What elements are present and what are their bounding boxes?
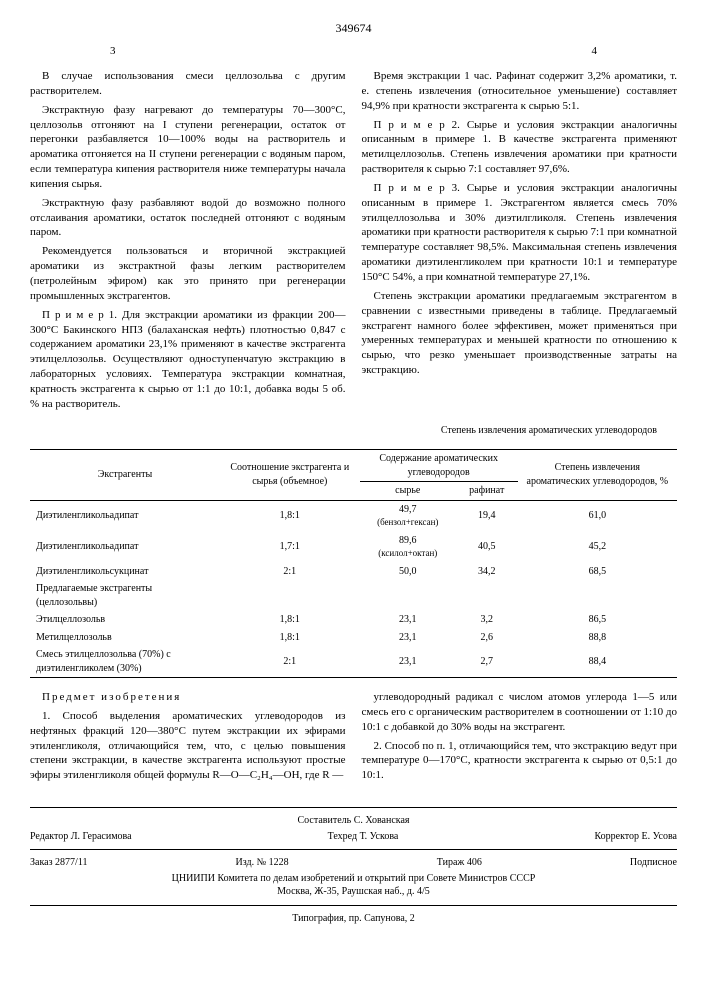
- claims-right: углеводородный радикал с числом атомов у…: [362, 690, 678, 787]
- page-right: 4: [592, 44, 598, 59]
- left-column: В случае использования смеси целлозольва…: [30, 69, 346, 416]
- th-degree: Степень извлечения ароматических углевод…: [518, 450, 677, 501]
- podpisnoe: Подписное: [630, 856, 677, 870]
- para: Время экстракции 1 час. Рафинат содержит…: [362, 69, 678, 114]
- th-content-group: Содержание ароматических углеводородов: [360, 450, 518, 482]
- claims-left: Предмет изобретения 1. Способ выделения …: [30, 690, 346, 787]
- org: ЦНИИПИ Комитета по делам изобретений и о…: [30, 872, 677, 886]
- th-ratio: Соотношение экстрагента и сырья (объемно…: [220, 450, 360, 501]
- table-row: Диэтиленгликольсукцинат2:150,034,268,5: [30, 563, 677, 581]
- th-raw: сырье: [360, 482, 456, 501]
- table-row: Смесь этилцеллозольва (70%) с диэтиленгл…: [30, 646, 677, 678]
- patent-number: 349674: [30, 20, 677, 36]
- addr: Москва, Ж-35, Раушская наб., д. 4/5: [30, 885, 677, 899]
- extraction-table: Экстрагенты Соотношение экстрагента и сы…: [30, 449, 677, 678]
- table-row: Метилцеллозольв1,8:123,12,688,8: [30, 629, 677, 647]
- editor: Редактор Л. Герасимова: [30, 830, 132, 844]
- footer: Составитель С. Хованская Редактор Л. Гер…: [30, 807, 677, 925]
- table-row: Диэтиленгликольадипат1,7:189,6(ксилол+ок…: [30, 532, 677, 563]
- para: Степень экстракции ароматики предлагаемы…: [362, 289, 678, 378]
- techred: Техред Т. Ускова: [328, 830, 399, 844]
- claims-columns: Предмет изобретения 1. Способ выделения …: [30, 690, 677, 787]
- para: Экстрактную фазу разбавляют водой до воз…: [30, 196, 346, 241]
- claim-1-right: углеводородный радикал с числом атомов у…: [362, 690, 678, 735]
- table-title: Степень извлечения ароматических углевод…: [30, 424, 657, 438]
- para: Рекомендуется пользоваться и вторичной э…: [30, 244, 346, 303]
- para: В случае использования смеси целлозольва…: [30, 69, 346, 99]
- page-numbers: 3 4: [110, 44, 597, 59]
- izd: Изд. № 1228: [236, 856, 289, 870]
- table-row: Диэтиленгликольадипат1,8:149,7(бензол+ге…: [30, 500, 677, 532]
- para: Экстрактную фазу нагревают до температур…: [30, 103, 346, 192]
- th-raf: рафинат: [456, 482, 518, 501]
- table-row: Этилцеллозольв1,8:123,13,286,5: [30, 611, 677, 629]
- corrector: Корректор Е. Усова: [594, 830, 677, 844]
- typo: Типография, пр. Сапунова, 2: [30, 912, 677, 926]
- para: П р и м е р 2. Сырье и условия экстракци…: [362, 118, 678, 177]
- claims-header: Предмет изобретения: [30, 690, 346, 705]
- para: П р и м е р 3. Сырье и условия экстракци…: [362, 181, 678, 285]
- order: Заказ 2877/11: [30, 856, 87, 870]
- body-columns: В случае использования смеси целлозольва…: [30, 69, 677, 416]
- para: П р и м е р 1. Для экстракции ароматики …: [30, 308, 346, 412]
- claim-2: 2. Способ по п. 1, отличающийся тем, что…: [362, 739, 678, 784]
- compiler: Составитель С. Хованская: [30, 814, 677, 828]
- claim-1-left: 1. Способ выделения ароматических углево…: [30, 709, 346, 783]
- right-column: Время экстракции 1 час. Рафинат содержит…: [362, 69, 678, 416]
- table-row: Предлагаемые экстрагенты (целлозольвы): [30, 580, 677, 611]
- th-extractants: Экстрагенты: [30, 450, 220, 501]
- tiraj: Тираж 406: [437, 856, 482, 870]
- page-left: 3: [110, 44, 116, 59]
